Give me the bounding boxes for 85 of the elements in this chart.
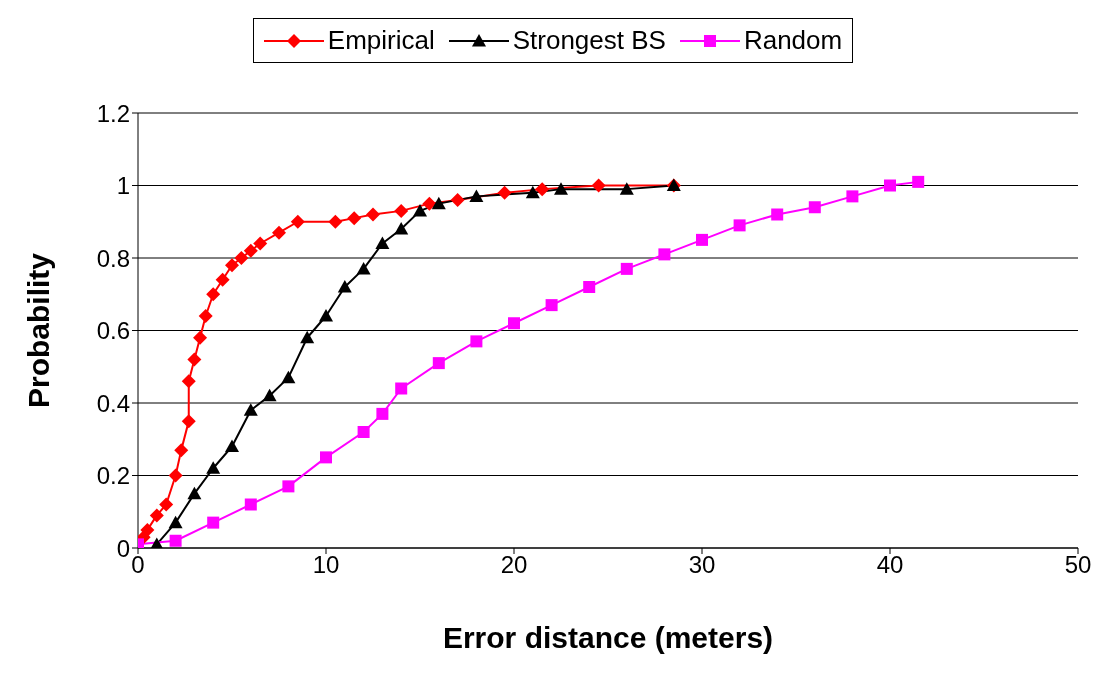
y-axis-title: Probability — [21, 252, 55, 409]
point — [207, 516, 220, 529]
point — [320, 451, 332, 464]
point — [413, 203, 427, 217]
point — [253, 236, 268, 251]
x-tick-label: 20 — [500, 551, 528, 579]
point — [356, 261, 371, 275]
x-tick-label: 40 — [876, 551, 904, 579]
point — [450, 193, 465, 207]
legend-label: Strongest BS — [512, 25, 666, 56]
point — [733, 219, 746, 232]
point — [696, 233, 708, 246]
point — [206, 461, 221, 474]
point — [525, 185, 540, 199]
point — [884, 179, 896, 192]
point — [328, 214, 343, 229]
point — [658, 248, 671, 261]
x-axis-title: Error distance (meters) — [442, 621, 774, 654]
point — [262, 388, 277, 402]
point — [619, 182, 634, 195]
point — [159, 497, 174, 512]
point — [432, 357, 445, 370]
point — [535, 182, 550, 197]
point — [583, 281, 596, 293]
x-tick-label: 30 — [688, 551, 716, 579]
point — [347, 211, 362, 226]
point — [394, 222, 409, 235]
point — [225, 258, 239, 273]
y-tick-label: 0.4 — [96, 389, 130, 417]
y-tick-label: 1 — [116, 172, 130, 200]
point — [198, 309, 213, 323]
y-tick-label: 0.6 — [96, 317, 130, 345]
point — [591, 178, 606, 193]
point — [272, 225, 286, 240]
point — [470, 335, 483, 348]
point — [846, 190, 859, 203]
point — [234, 251, 249, 265]
point — [545, 299, 558, 312]
point — [469, 189, 484, 202]
point — [620, 262, 633, 275]
point — [394, 203, 409, 218]
point — [508, 317, 520, 330]
point — [187, 352, 202, 367]
point — [149, 508, 164, 523]
point — [357, 426, 370, 438]
x-tick-label: 10 — [312, 551, 340, 579]
point — [225, 439, 239, 453]
point — [422, 196, 437, 211]
point — [554, 182, 568, 195]
point — [243, 403, 258, 416]
point — [215, 272, 230, 287]
point — [174, 443, 189, 458]
point — [376, 407, 389, 420]
y-tick-label: 0.8 — [96, 244, 130, 272]
point — [169, 534, 182, 547]
y-tick-label: 1.2 — [96, 99, 130, 127]
point — [300, 330, 315, 344]
point — [187, 486, 202, 500]
point — [140, 522, 155, 537]
point — [168, 468, 183, 483]
point — [497, 185, 512, 200]
y-tick-label: 0 — [116, 534, 130, 562]
point — [319, 309, 333, 322]
point — [193, 330, 208, 345]
point — [181, 414, 196, 429]
point — [912, 175, 925, 188]
point — [281, 370, 296, 384]
legend-label: Random — [743, 25, 843, 56]
point — [243, 243, 258, 258]
point — [244, 498, 257, 511]
point — [771, 208, 784, 221]
point — [395, 382, 408, 395]
point — [337, 280, 352, 293]
point — [168, 515, 183, 529]
point — [181, 374, 196, 389]
x-tick-label: 50 — [1064, 551, 1092, 579]
point — [808, 201, 821, 214]
y-tick-label: 0.2 — [96, 462, 130, 490]
point — [290, 214, 305, 229]
legend-label: Empirical — [327, 25, 435, 56]
point — [431, 196, 446, 210]
point — [206, 287, 221, 302]
point — [366, 207, 380, 222]
point — [375, 236, 390, 250]
point — [282, 480, 295, 493]
